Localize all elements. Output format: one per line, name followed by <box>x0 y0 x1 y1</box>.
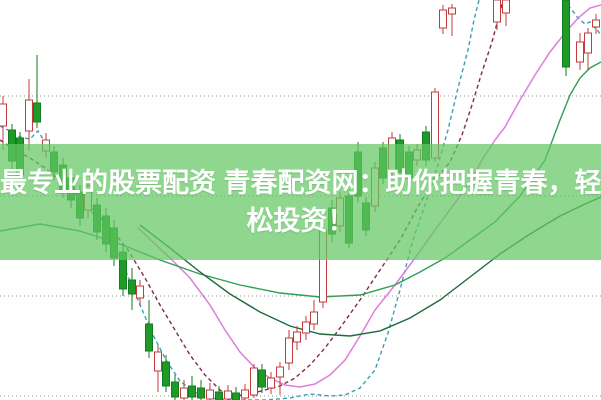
candle-down <box>232 387 240 400</box>
candle-down <box>562 0 570 76</box>
candle-down <box>258 364 266 393</box>
candle-down <box>188 376 196 400</box>
candle-up <box>502 0 510 26</box>
candle-up <box>584 28 592 70</box>
candle-up <box>302 316 310 340</box>
candle-up <box>493 0 501 30</box>
candle-up <box>310 300 318 330</box>
candle-up <box>250 364 258 398</box>
candle-up <box>0 96 7 150</box>
candle-up <box>224 385 232 400</box>
candle-up <box>206 383 214 400</box>
candle-down <box>171 375 179 400</box>
candle-up <box>448 4 456 36</box>
candle-down <box>128 268 136 310</box>
candle-down <box>197 380 205 400</box>
candle-up <box>576 33 584 70</box>
candle-up <box>293 326 301 350</box>
candle-up <box>241 384 249 400</box>
candle-up <box>285 330 293 370</box>
candle-up <box>267 372 275 394</box>
ma20-line <box>137 4 601 388</box>
candle-down <box>33 55 41 128</box>
candle-up <box>276 362 284 395</box>
candle-up <box>592 14 600 34</box>
candle-up <box>180 380 188 400</box>
promo-banner: 最专业的股票配资 青春配资网：助你把握青春，轻 松投资！ <box>0 144 601 260</box>
candle-down <box>215 386 223 400</box>
banner-line-2: 松投资！ <box>246 206 355 236</box>
candle-up <box>136 280 144 306</box>
candle-down <box>162 355 170 392</box>
banner-line-1: 最专业的股票配资 青春配资网：助你把握青春，轻 <box>0 168 601 198</box>
candle-up <box>25 79 33 151</box>
candle-up <box>154 345 162 392</box>
candle-down <box>145 300 153 358</box>
candle-up <box>439 5 447 34</box>
